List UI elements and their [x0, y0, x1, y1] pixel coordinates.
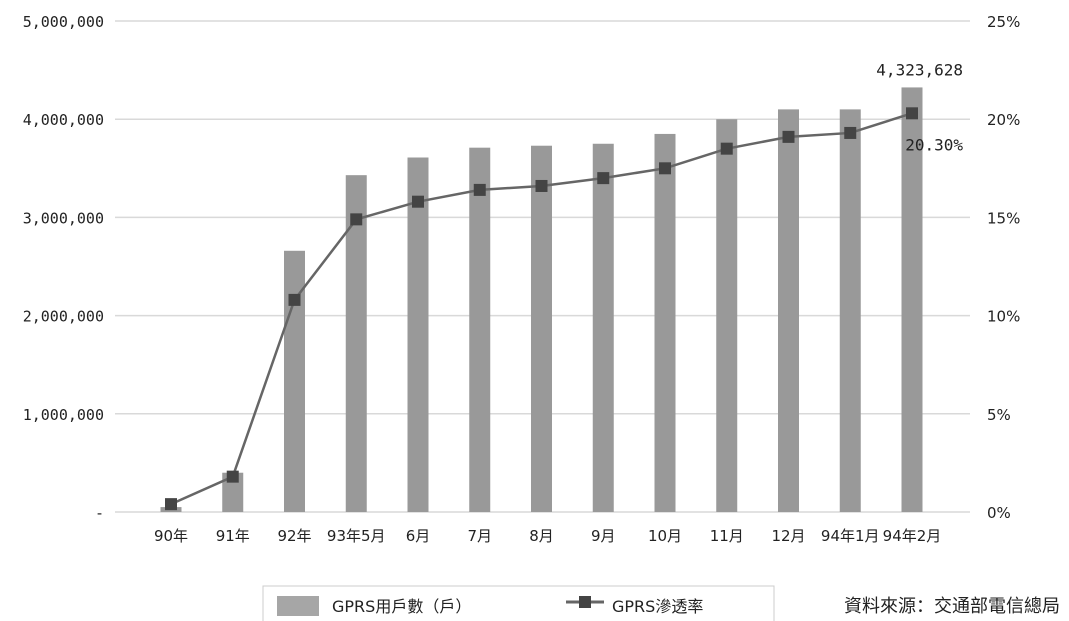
bar-series	[160, 87, 923, 513]
y-left-tick-label: 3,000,000	[23, 209, 104, 227]
y-left-tick-label: 4,000,000	[23, 111, 104, 129]
category-axis-labels: 90年 91年 92年 93年5月 6月 7月 8月 9月 10月 11月 12月 94年1月 94年2…	[154, 527, 941, 545]
x-category-label: 90年	[154, 527, 188, 545]
x-category-label: 12月	[771, 527, 805, 545]
y-right-tick-label: 20%	[987, 111, 1020, 129]
line-data-label: 20.30%	[905, 135, 963, 154]
line-marker	[226, 470, 239, 483]
legend-box	[262, 585, 775, 621]
legend: GPRS用戶數（戶） GPRS滲透率	[262, 585, 775, 621]
line-marker	[906, 107, 918, 120]
bar-data-label: 4,323,628	[876, 60, 963, 79]
x-category-label: 7月	[467, 527, 492, 545]
y-left-tick-label: 5,000,000	[23, 13, 104, 31]
line-marker	[844, 126, 857, 139]
line-marker	[473, 183, 486, 196]
line-marker	[412, 195, 424, 208]
bar	[901, 87, 923, 512]
line-marker	[535, 179, 548, 192]
line-marker	[659, 162, 671, 175]
bar	[531, 145, 552, 513]
bar	[469, 147, 491, 513]
y-left-tick-label: -	[95, 504, 104, 522]
legend-line-label: GPRS滲透率	[612, 597, 703, 616]
left-axis-ticks: - 1,000,000 2,000,000 3,000,000 4,000,000 5,0…	[23, 13, 104, 522]
bar	[407, 157, 429, 513]
y-left-tick-label: 2,000,000	[23, 308, 104, 326]
data-labels: 4,323,628 20.30%	[876, 60, 963, 154]
y-right-tick-label: 5%	[987, 406, 1011, 424]
y-left-tick-label: 1,000,000	[23, 406, 104, 424]
y-right-tick-label: 10%	[987, 308, 1020, 326]
legend-bar-swatch	[277, 596, 319, 616]
bar	[654, 133, 676, 512]
y-right-tick-label: 25%	[987, 13, 1020, 31]
y-right-tick-label: 15%	[987, 209, 1020, 227]
line-marker	[350, 213, 363, 226]
x-category-label: 92年	[277, 527, 311, 545]
right-axis-ticks: 0% 5% 10% 15% 20% 25%	[987, 13, 1020, 522]
line-marker	[288, 293, 301, 306]
bar	[839, 109, 861, 512]
y-right-tick-label: 0%	[987, 504, 1011, 522]
line-marker	[720, 142, 733, 155]
x-category-label: 9月	[591, 527, 616, 545]
x-category-label: 94年2月	[883, 527, 942, 545]
line-marker	[165, 498, 177, 511]
legend-bar-label: GPRS用戶數（戶）	[332, 597, 471, 616]
bar	[716, 119, 738, 512]
bar	[345, 175, 367, 512]
x-category-label: 93年5月	[327, 527, 386, 545]
bar	[778, 109, 799, 512]
line-marker	[597, 172, 610, 185]
x-category-label: 91年	[216, 527, 250, 545]
x-category-label: 94年1月	[821, 527, 880, 545]
line-series	[165, 107, 918, 511]
source-note: 資料來源：交通部電信總局	[844, 596, 1060, 617]
line-marker	[782, 130, 795, 143]
x-category-label: 11月	[710, 527, 744, 545]
legend-line-marker	[579, 596, 591, 608]
x-category-label: 10月	[648, 527, 682, 545]
x-category-label: 6月	[406, 527, 431, 545]
x-category-label: 8月	[529, 527, 554, 545]
bar	[592, 143, 614, 512]
